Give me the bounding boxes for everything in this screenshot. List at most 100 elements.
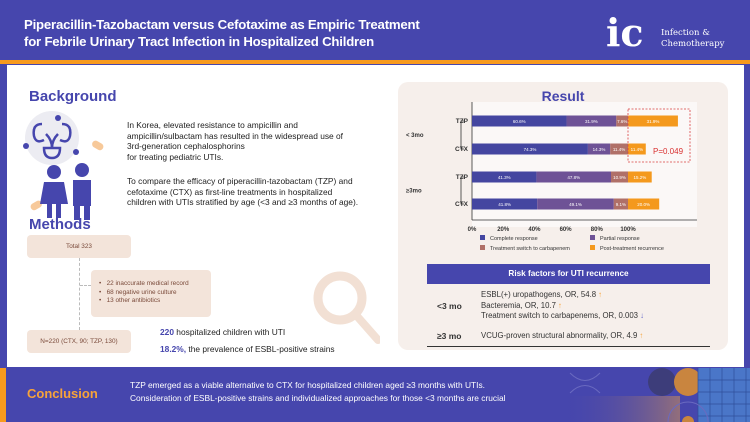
total-box: Total 323 — [27, 235, 131, 258]
text-line: for treating pediatric UTIs. — [127, 151, 224, 162]
row-label: CTX — [455, 201, 469, 208]
boy-icon — [73, 180, 91, 220]
logo-line-1: Infection & — [661, 28, 710, 38]
dna-icon — [569, 372, 601, 394]
legend-swatch — [480, 245, 485, 250]
background-heading: Background — [29, 88, 117, 105]
bar-data-label: 49.1% — [569, 202, 582, 207]
bar-segment — [616, 115, 629, 127]
bar-segment — [566, 115, 617, 127]
bar-segment — [628, 171, 652, 183]
logo-mark: ic — [606, 10, 644, 55]
decorative-graphic — [560, 368, 750, 422]
bar-data-label: 60.6% — [513, 119, 526, 124]
conclusion-heading: Conclusion — [27, 386, 98, 401]
text-line: To compare the efficacy of piperacillin-… — [127, 176, 353, 186]
p-value: P=0.049 — [653, 147, 684, 156]
bar-data-label: 9.1% — [616, 202, 626, 207]
bar-data-label: 74.3% — [524, 147, 537, 152]
bar-segment — [613, 198, 628, 210]
methods-heading: Methods — [29, 216, 91, 233]
bar-segment — [610, 171, 628, 183]
legend-label: Post-treatment recurrence — [600, 246, 664, 252]
logo-text: Infection & Chemotherapy — [661, 28, 724, 50]
bar-data-label: 31.9% — [647, 119, 660, 124]
exclusion-item: • 68 negative urine culture — [99, 288, 177, 296]
title-line-1: Piperacillin-Tazobactam versus Cefotaxim… — [24, 17, 420, 32]
bar-data-label: 10.9% — [613, 175, 626, 180]
text-line: In Korea, elevated resistance to ampicil… — [127, 120, 298, 130]
pill-icon — [92, 140, 104, 151]
bar-segment — [472, 198, 538, 210]
risk-age: <3 mo — [437, 300, 462, 311]
bar-data-label: 41.3% — [498, 175, 511, 180]
background-paragraph-1: In Korea, elevated resistance to ampicil… — [127, 120, 387, 162]
row-label: TZP — [456, 118, 469, 125]
kidney-icon — [32, 122, 72, 160]
legend-label: Partial response — [600, 236, 640, 242]
risk-table-title: Risk factors for UTI recurrence — [427, 264, 710, 284]
bar-segment — [536, 171, 611, 183]
bar-segment — [628, 143, 646, 155]
x-tick-label: 20% — [497, 227, 510, 233]
page-title: Piperacillin-Tazobactam versus Cefotaxim… — [24, 16, 420, 50]
logo-line-2: Chemotherapy — [661, 39, 725, 49]
result-heading: Result — [541, 88, 585, 104]
exclusion-box: • 22 inaccurate medical record • 68 nega… — [91, 270, 211, 317]
text-line: Consideration of ESBL-positive strains a… — [130, 392, 506, 403]
bar-data-label: 11.4% — [631, 147, 643, 152]
text-line: TZP emerged as a viable alternative to C… — [130, 380, 485, 390]
risk-item: VCUG-proven structural abnormality, OR, … — [481, 330, 644, 340]
response-bar-chart: 0% 20% 40% 60% 80% 100% < 3mo TZP CTX ≥3mo TZP CTX 6… — [406, 102, 697, 252]
group-label: ≥3mo — [406, 189, 422, 195]
arrow-up-icon: ↑ — [639, 330, 644, 340]
exclusion-item: • 22 inaccurate medical record — [99, 280, 189, 287]
bar-segment — [472, 171, 537, 183]
bar-segment — [587, 143, 611, 155]
bar-segment — [610, 143, 628, 155]
bar-segment — [628, 198, 660, 210]
bar-data-label: 7.6% — [617, 119, 627, 124]
row-label: CTX — [455, 146, 469, 153]
arrow-down-icon: ↓ — [640, 311, 645, 320]
flow-branch — [80, 285, 91, 286]
conclusion-text: TZP emerged as a viable alternative to C… — [130, 379, 505, 404]
stat-children: 220 hospitalized children with UTI — [160, 327, 286, 337]
legend-swatch — [590, 235, 595, 240]
x-tick-label: 60% — [560, 227, 573, 233]
group-bracket — [460, 120, 464, 150]
exclusion-item: • 13 other antibiotics — [99, 297, 161, 304]
text-line: 3rd-generation cephalosphorins — [127, 141, 245, 152]
bar-data-label: 47.8% — [567, 175, 580, 180]
risk-row: <3 mo ESBL(+) uropathogens, OR, 54.8 ↑ B… — [427, 284, 710, 325]
text-line: ampicillin/sulbactam has resulted in the… — [127, 130, 344, 141]
flow-arrow — [79, 258, 80, 330]
risk-item: Treatment switch to carbapenems, OR, 0.0… — [481, 311, 645, 320]
bar-data-label: 11.4% — [613, 147, 625, 152]
group-label: < 3mo — [406, 133, 424, 139]
legend-swatch — [590, 245, 595, 250]
x-tick-label: 0% — [468, 227, 477, 233]
arrow-up-icon: ↑ — [558, 300, 563, 310]
group-bracket — [460, 176, 464, 205]
arrow-up-icon: ↑ — [598, 290, 603, 299]
risk-item: ESBL(+) uropathogens, OR, 54.8 ↑ — [481, 290, 603, 299]
text-line: cefotaxime (CTX) as first-line treatment… — [127, 186, 333, 197]
header: Piperacillin-Tazobactam versus Cefotaxim… — [0, 0, 750, 60]
legend-label: Complete response — [490, 236, 538, 242]
bar-segment — [472, 143, 588, 155]
footer-accent — [0, 368, 6, 422]
bar-data-label: 15.2% — [633, 175, 646, 180]
text-line: children with UTIs stratified by age (<3… — [127, 197, 359, 208]
magnifier-icon — [313, 271, 380, 344]
stat-esbl: 18.2%, the prevalence of ESBL-positive s… — [160, 344, 335, 354]
divider — [0, 60, 750, 64]
risk-age: ≥3 mo — [437, 330, 462, 341]
row-label: TZP — [456, 174, 469, 181]
final-cohort-box: N=220 (CTX, 90; TZP, 130) — [27, 330, 131, 353]
bar-data-label: 41.8% — [498, 202, 511, 207]
children-kidney-illustration — [23, 111, 104, 220]
bar-data-label: 31.9% — [585, 119, 598, 124]
legend-swatch — [480, 235, 485, 240]
bar-data-label: 14.3% — [593, 147, 606, 152]
